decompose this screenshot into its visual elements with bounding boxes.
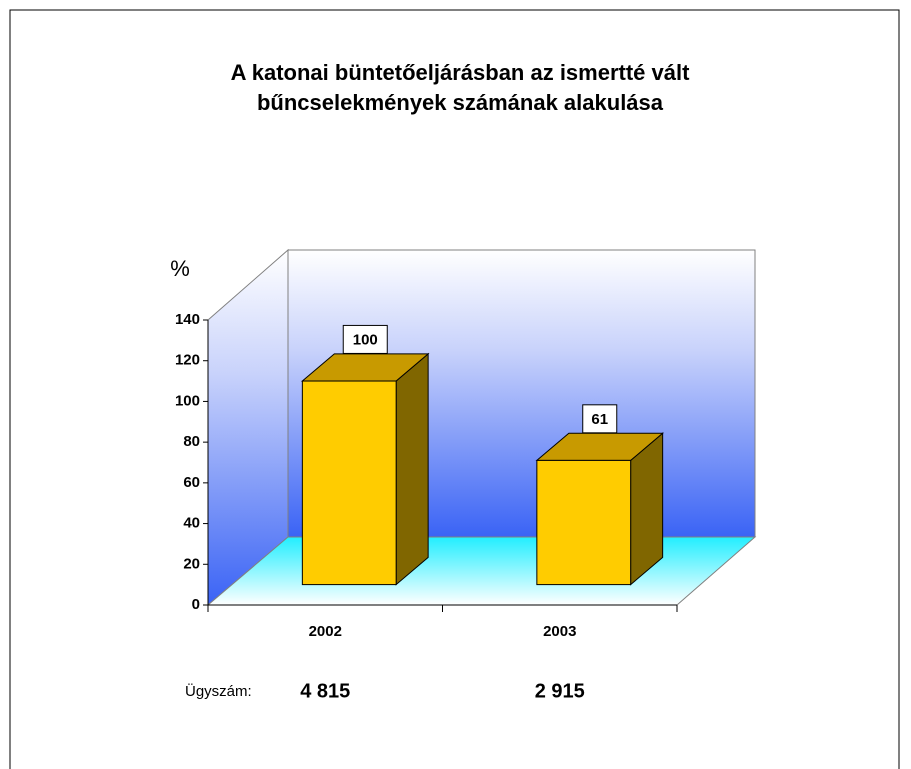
bar-side <box>395 352 429 586</box>
y-tick-label: 40 <box>183 515 200 532</box>
bar <box>536 459 632 586</box>
y-tick-label: 0 <box>192 596 200 613</box>
case-count: 4 815 <box>300 680 350 702</box>
x-tick-label: 2002 <box>309 623 342 640</box>
y-axis-label: % <box>170 256 190 281</box>
data-label: 61 <box>591 411 608 428</box>
y-tick-label: 120 <box>175 352 200 369</box>
data-label-box <box>582 404 618 434</box>
y-tick-label: 140 <box>175 311 200 328</box>
y-tick-label: 20 <box>183 555 200 572</box>
bar <box>301 380 397 586</box>
x-tick-label: 2003 <box>543 623 576 640</box>
y-tick-label: 60 <box>183 474 200 491</box>
frame <box>9 9 900 769</box>
y-tick-label: 80 <box>183 433 200 450</box>
data-label: 100 <box>353 331 378 348</box>
y-tick-label: 100 <box>175 392 200 409</box>
case-count-label: Ügyszám: <box>185 682 252 700</box>
floor <box>206 536 757 606</box>
data-label-box <box>342 324 388 354</box>
case-count: 2 915 <box>535 680 585 702</box>
chart-title: A katonai büntetőeljárásban az ismertté … <box>230 60 690 115</box>
